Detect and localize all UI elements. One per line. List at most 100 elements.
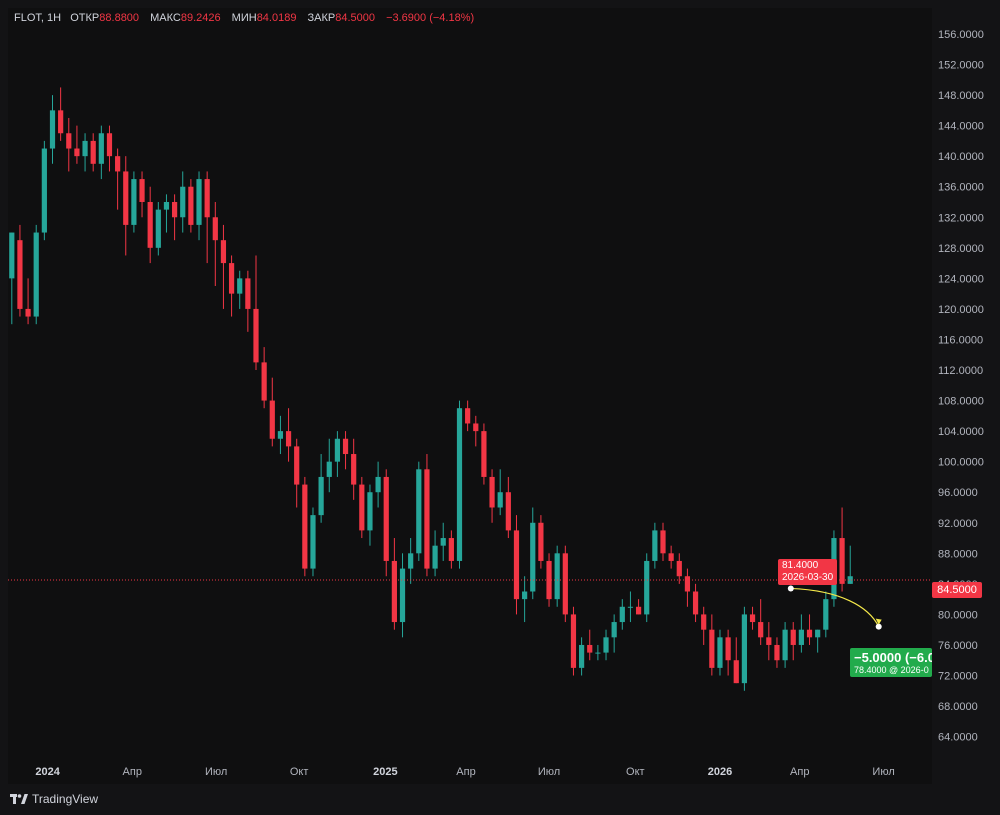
candle [424, 454, 430, 577]
x-tick-label: Апр [456, 766, 475, 778]
close-value: 84.5000 [335, 12, 376, 24]
candle [228, 255, 235, 317]
candle-body [245, 278, 251, 309]
candle [17, 224, 23, 317]
x-tick-label: Апр [123, 766, 142, 778]
candle [163, 194, 170, 233]
candle [717, 629, 723, 676]
candle-body [212, 217, 218, 241]
candle-body [98, 133, 104, 164]
candle-body [237, 278, 243, 294]
x-tick-label: 2025 [373, 766, 397, 778]
y-tick-label: 88.0000 [938, 548, 978, 560]
candle [741, 606, 747, 691]
candle [375, 461, 381, 508]
candle-body [456, 408, 463, 561]
candle [115, 148, 121, 210]
candle [310, 507, 316, 577]
candle [285, 408, 292, 462]
y-tick-label: 148.0000 [938, 90, 984, 102]
last-price-tag: 84.5000 [932, 582, 982, 598]
candle [180, 171, 186, 233]
candle [456, 400, 463, 569]
candle-body [25, 308, 31, 317]
candle [798, 614, 804, 653]
point-label[interactable]: 81.4000 2026-03-30 [778, 559, 838, 585]
candle [139, 171, 145, 218]
candle-body [847, 576, 853, 584]
candle-body [823, 599, 829, 630]
candle-body [522, 591, 528, 600]
symbol-label[interactable]: FLOT, 1H [14, 12, 62, 24]
candle-body [432, 545, 438, 569]
candle [9, 232, 15, 325]
candle-body [440, 538, 446, 546]
projection-arrow [790, 587, 880, 627]
candle-body [155, 209, 161, 248]
candle-body [668, 553, 674, 561]
candle [790, 622, 796, 661]
candle-body [790, 629, 796, 645]
candle-body [294, 446, 300, 485]
x-tick-label: Июл [872, 766, 894, 778]
candle-body [253, 308, 259, 363]
candle [538, 515, 544, 569]
candle-body [806, 629, 813, 638]
candle-body [701, 614, 707, 630]
candle [342, 431, 349, 470]
candle [489, 469, 495, 523]
candle [570, 606, 577, 676]
candle [554, 545, 560, 607]
candle-body [367, 492, 373, 531]
low-value: 84.0189 [256, 12, 297, 24]
x-tick-label: Окт [626, 766, 645, 778]
candle [204, 171, 210, 264]
candle-body [546, 560, 552, 600]
candle [668, 545, 674, 569]
candle [172, 194, 178, 241]
candle [497, 469, 503, 516]
candle [383, 469, 389, 577]
candle [25, 278, 31, 325]
projection-label[interactable]: −5.0000 (−6.0 78.4000 @ 2026-0 [850, 648, 932, 677]
candle-body [652, 530, 658, 561]
candle-body [383, 476, 389, 561]
candle [41, 140, 47, 241]
y-tick-label: 108.0000 [938, 396, 984, 408]
y-tick-label: 92.0000 [938, 518, 978, 530]
tradingview-branding[interactable]: TradingView [10, 792, 98, 806]
candle [351, 438, 357, 500]
candle [391, 538, 397, 630]
y-tick-label: 72.0000 [938, 671, 978, 683]
low-label: МИН [231, 12, 257, 24]
candle-body [692, 591, 699, 615]
candle-body [815, 629, 821, 638]
candle [733, 637, 739, 684]
candle [839, 507, 845, 592]
candle [774, 637, 780, 668]
y-tick-label: 68.0000 [938, 701, 978, 713]
candle-body [513, 530, 520, 600]
candle-body [326, 461, 332, 477]
candle-body [562, 553, 568, 615]
candle [473, 415, 479, 447]
candle [815, 629, 821, 653]
y-tick-label: 140.0000 [938, 151, 984, 163]
candle-body [782, 629, 788, 661]
open-label: ОТКР [70, 12, 100, 24]
candle-body [758, 622, 764, 638]
candle [49, 95, 56, 164]
y-tick-label: 152.0000 [938, 60, 984, 72]
candle-body [82, 140, 88, 157]
candle-body [180, 186, 186, 218]
candle [562, 545, 568, 623]
y-tick-label: 96.0000 [938, 487, 978, 499]
candle [367, 484, 373, 546]
candle-body [473, 423, 479, 432]
y-tick-label: 136.0000 [938, 182, 984, 194]
y-tick-label: 120.0000 [938, 304, 984, 316]
candle-body [416, 469, 422, 554]
candle [261, 347, 267, 409]
projection-change: −5.0000 (−6.0 [854, 650, 932, 665]
candle-body [115, 156, 121, 172]
